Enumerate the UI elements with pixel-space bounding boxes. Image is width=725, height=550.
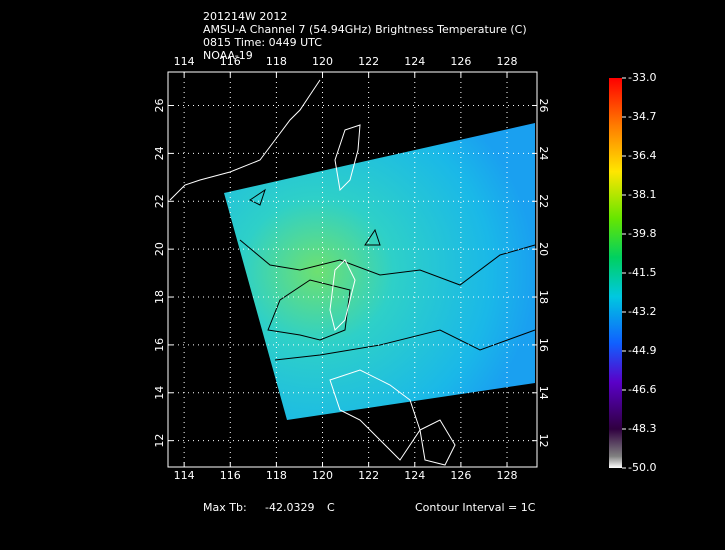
map-frame <box>167 71 538 468</box>
footer-contour: Contour Interval = 1C <box>415 501 536 514</box>
lat-label: 20 <box>153 242 166 256</box>
lon-label: 124 <box>404 469 425 482</box>
lat-label: 22 <box>153 194 166 208</box>
lat-label: 24 <box>153 146 166 160</box>
header-line: AMSU-A Channel 7 (54.94GHz) Brightness T… <box>203 23 527 36</box>
lon-label: 122 <box>358 55 379 68</box>
lat-label: 12 <box>153 434 166 448</box>
lon-label: 126 <box>450 469 471 482</box>
lon-label: 118 <box>266 55 287 68</box>
lon-label: 118 <box>266 469 287 482</box>
lon-label: 114 <box>174 469 195 482</box>
footer-label: Max Tb: <box>203 501 247 514</box>
lat-label: 22 <box>537 194 550 208</box>
colorbar-label: -44.9 <box>628 344 656 357</box>
lon-label: 126 <box>450 55 471 68</box>
colorbar-label: -43.2 <box>628 305 656 318</box>
lon-label: 128 <box>497 55 518 68</box>
header-line: NOAA-19 <box>203 49 253 62</box>
lat-label: 18 <box>537 290 550 304</box>
lat-label: 12 <box>537 434 550 448</box>
colorbar-label: -39.8 <box>628 227 656 240</box>
lat-label: 26 <box>537 99 550 113</box>
footer-unit: C <box>327 501 335 514</box>
lat-label: 20 <box>537 242 550 256</box>
lon-label: 116 <box>220 469 241 482</box>
lon-label: 128 <box>497 469 518 482</box>
colorbar-label: -46.6 <box>628 383 656 396</box>
colorbar-label: -33.0 <box>628 71 656 84</box>
colorbar-label: -41.5 <box>628 266 656 279</box>
lat-label: 16 <box>537 338 550 352</box>
colorbar-label: -50.0 <box>628 461 656 474</box>
colorbar-label: -36.4 <box>628 149 656 162</box>
lon-label: 122 <box>358 469 379 482</box>
footer-value: -42.0329 <box>265 501 314 514</box>
header-line: 0815 Time: 0449 UTC <box>203 36 322 49</box>
lat-label: 14 <box>153 386 166 400</box>
colorbar <box>609 78 622 468</box>
lon-label: 120 <box>312 55 333 68</box>
swath <box>224 123 535 420</box>
lon-label: 124 <box>404 55 425 68</box>
colorbar-label: -38.1 <box>628 188 656 201</box>
lon-label: 116 <box>220 55 241 68</box>
lon-label: 114 <box>174 55 195 68</box>
coastline <box>169 79 456 466</box>
lat-label: 16 <box>153 338 166 352</box>
lon-label: 120 <box>312 469 333 482</box>
lat-label: 18 <box>153 290 166 304</box>
lat-label: 26 <box>153 99 166 113</box>
lat-label: 24 <box>537 146 550 160</box>
colorbar-label: -34.7 <box>628 110 656 123</box>
header-line: 201214W 2012 <box>203 10 287 23</box>
colorbar-label: -48.3 <box>628 422 656 435</box>
lat-label: 14 <box>537 386 550 400</box>
